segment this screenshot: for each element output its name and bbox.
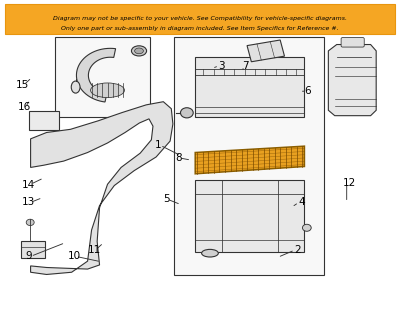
Polygon shape <box>76 48 116 102</box>
Bar <box>5 4 395 34</box>
Text: 16: 16 <box>18 102 31 112</box>
Text: 6: 6 <box>304 86 311 96</box>
Text: 4: 4 <box>298 197 305 207</box>
Text: 15: 15 <box>16 80 29 90</box>
Text: 9: 9 <box>25 251 32 261</box>
Text: 10: 10 <box>68 251 81 261</box>
Bar <box>29 111 59 130</box>
Text: 3: 3 <box>219 61 225 71</box>
Bar <box>174 37 324 275</box>
Polygon shape <box>247 40 284 62</box>
Text: 8: 8 <box>175 153 181 163</box>
Circle shape <box>180 108 193 118</box>
Text: 1: 1 <box>155 140 162 150</box>
Circle shape <box>26 219 34 226</box>
Text: 13: 13 <box>22 197 35 207</box>
Text: 14: 14 <box>22 180 35 190</box>
Text: 2: 2 <box>294 245 301 255</box>
Text: 5: 5 <box>163 194 170 204</box>
Polygon shape <box>328 45 376 116</box>
Polygon shape <box>195 57 304 117</box>
Text: Only one part or sub-assembly in diagram included. See Item Specifics for Refere: Only one part or sub-assembly in diagram… <box>61 26 339 31</box>
Text: 12: 12 <box>343 178 356 188</box>
Ellipse shape <box>71 81 80 93</box>
Text: 11: 11 <box>88 245 101 255</box>
Ellipse shape <box>90 83 124 98</box>
Bar <box>195 180 304 252</box>
Circle shape <box>302 224 311 231</box>
FancyBboxPatch shape <box>341 38 364 47</box>
Bar <box>22 241 44 258</box>
Text: Diagram may not be specific to your vehicle. See Compatibility for vehicle-speci: Diagram may not be specific to your vehi… <box>53 16 347 21</box>
Text: 7: 7 <box>242 61 249 71</box>
Polygon shape <box>195 146 304 174</box>
Ellipse shape <box>135 48 143 54</box>
Bar <box>54 37 150 117</box>
Polygon shape <box>30 102 173 274</box>
Ellipse shape <box>132 46 146 56</box>
Ellipse shape <box>202 249 218 257</box>
